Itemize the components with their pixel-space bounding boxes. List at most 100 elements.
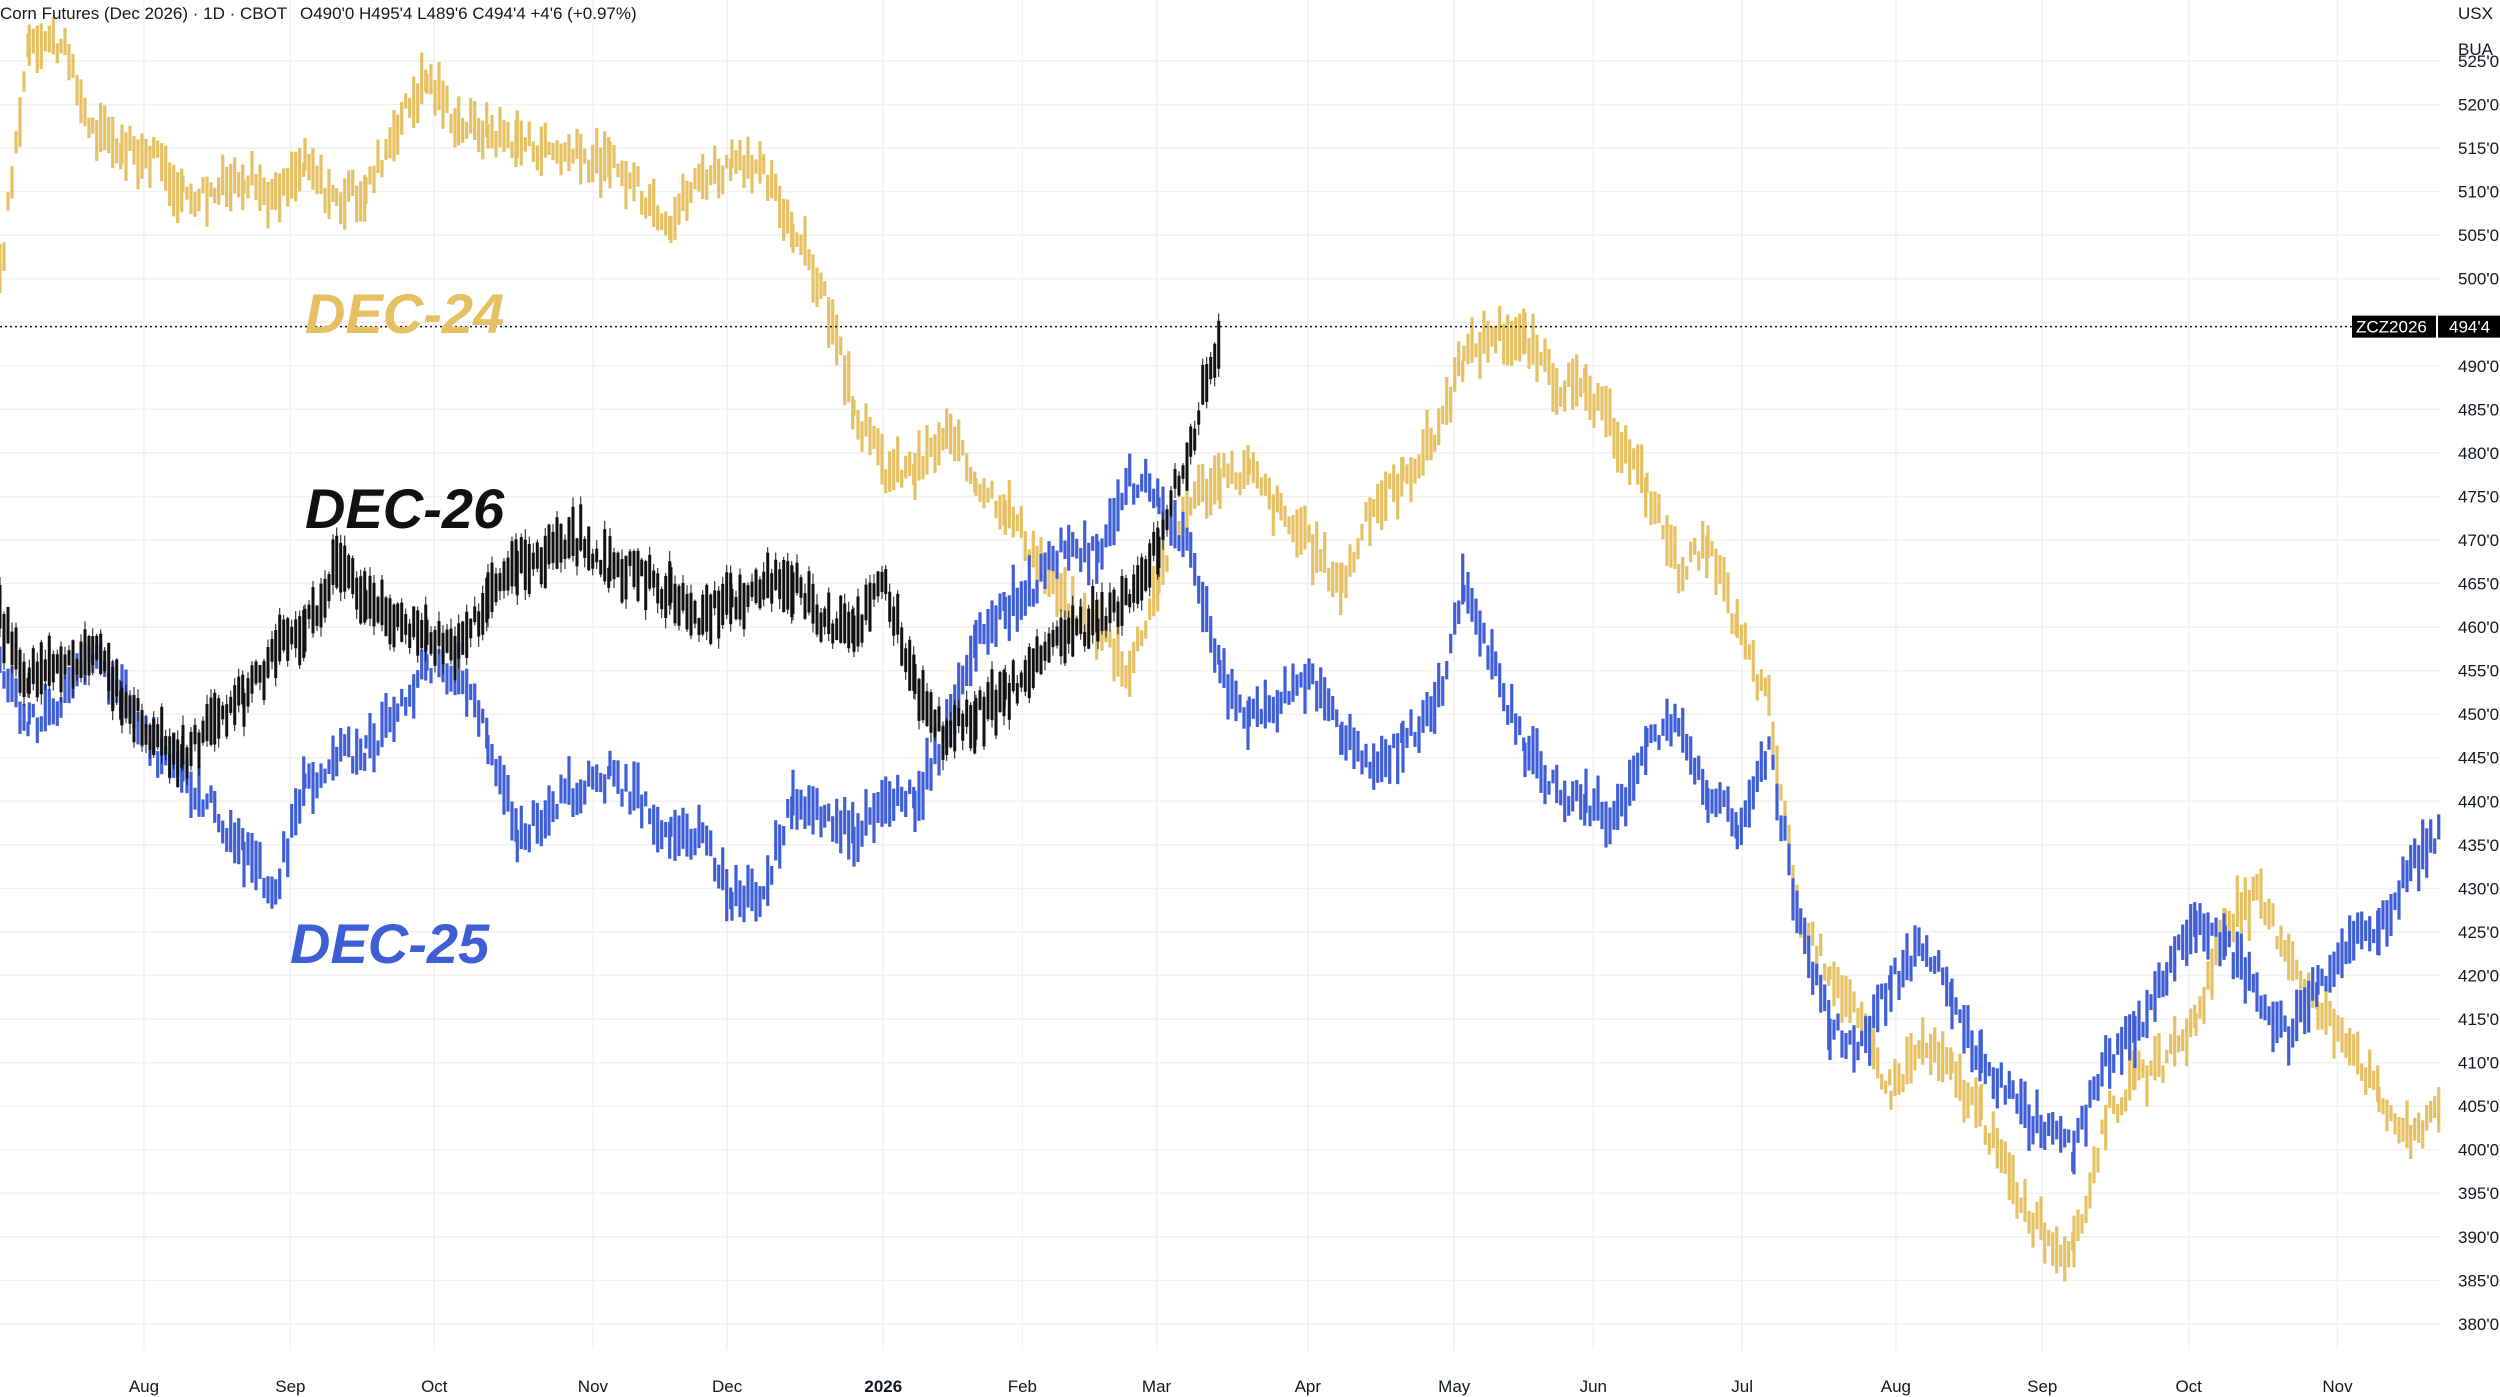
candle-body [1116,601,1120,627]
candle-body [176,739,180,788]
y-tick-label: 465'0 [2458,575,2499,594]
candle-body [685,593,689,630]
candle-body [689,592,693,636]
candle-body [449,628,453,661]
grid [0,0,2440,1350]
candle-body [1039,645,1043,675]
candle-body [986,682,990,720]
price-tag: ZCZ2026 494'4 [2352,315,2500,338]
candle-body [974,698,978,740]
candle-body [380,579,384,626]
y-tick-label: 450'0 [2458,705,2499,724]
candle-body [429,632,433,655]
candle-body [242,692,246,727]
candle-body [1083,631,1087,647]
x-tick-label: Feb [1008,1377,1037,1396]
candle-body [933,709,937,738]
candle-body [839,595,843,643]
y-tick-label: 475'0 [2458,487,2499,506]
candle-body [1132,574,1136,603]
candle-body [425,619,429,645]
candle-body [445,629,449,653]
candle-body [1128,593,1132,608]
candle-body [1197,410,1201,425]
candle-body [18,649,22,693]
candle-body [1019,672,1023,688]
candle-body [27,667,31,695]
candle-body [896,593,900,635]
candle-body [515,550,519,596]
candle-body [47,635,51,686]
candle-body [1209,356,1213,380]
candle-body [990,669,994,721]
candle-body [1173,469,1177,489]
label-dec26: DEC-26 [305,477,505,540]
candle-body [917,678,921,721]
candle-body [91,636,95,666]
candle-body [0,585,2,629]
y-tick-label: 400'0 [2458,1141,2499,1160]
candle-body [539,547,543,585]
candle-body [591,553,595,569]
y-tick-label: 470'0 [2458,531,2499,550]
candle-body [347,555,351,589]
candle-body [807,571,811,613]
candle-body [404,614,408,635]
candle-body [872,583,876,600]
candle-body [913,663,917,694]
candle-body [307,604,311,620]
candle-body [103,650,107,672]
candle-body [567,517,571,558]
x-tick-label: Oct [421,1377,448,1396]
candle-body [673,583,677,624]
candle-body [331,539,335,586]
candle-body [1007,683,1011,720]
candle-body [10,631,14,666]
candle-body [632,551,636,588]
candle-body [864,584,868,621]
candle-body [396,603,400,628]
y-tick-label: 385'0 [2458,1271,2499,1290]
price-tag-symbol: ZCZ2026 [2356,318,2427,337]
series-dec26 [0,313,1221,788]
candle-body [624,555,628,600]
candle-body [636,550,640,602]
candle-body [140,710,144,745]
candle-body [892,606,896,636]
candle-body [298,616,302,666]
candle-body [1157,536,1161,568]
candle-body [1011,660,1015,692]
candle-body [559,523,563,563]
price-axis[interactable]: 380'0 385'0 390'0 395'0 400'0 405'0 410'0 415'0… [2458,52,2499,1334]
candle-body [1104,616,1108,631]
candle-body [945,720,949,755]
candle-body [355,577,359,610]
candle-body [709,594,713,644]
candle-body [351,557,355,595]
candle-body [22,661,26,698]
candle-body [1027,646,1031,699]
x-tick-label: Dec [712,1377,743,1396]
candle-body [111,666,115,712]
candle-body [1112,589,1116,613]
candle-body [856,596,860,647]
candle-body [39,642,43,695]
candle-body [87,636,91,676]
x-tick-label: Jul [1731,1377,1753,1396]
time-axis[interactable]: Aug Sep Oct Nov Dec 2026 Feb Mar Apr May Jun Jul Aug… [129,1377,2353,1396]
candle-body [921,670,925,721]
candle-body [961,713,965,741]
y-tick-label: 505'0 [2458,226,2499,245]
candle-body [71,640,75,689]
candle-body [717,590,721,639]
candle-body [168,736,172,778]
candle-body [1047,633,1051,663]
candle-body [6,606,10,644]
candle-body [579,504,583,551]
candle-body [782,559,786,613]
y-tick-label: 395'0 [2458,1184,2499,1203]
x-tick-label: Nov [578,1377,609,1396]
candle-body [774,559,778,590]
candle-body [1120,576,1124,626]
